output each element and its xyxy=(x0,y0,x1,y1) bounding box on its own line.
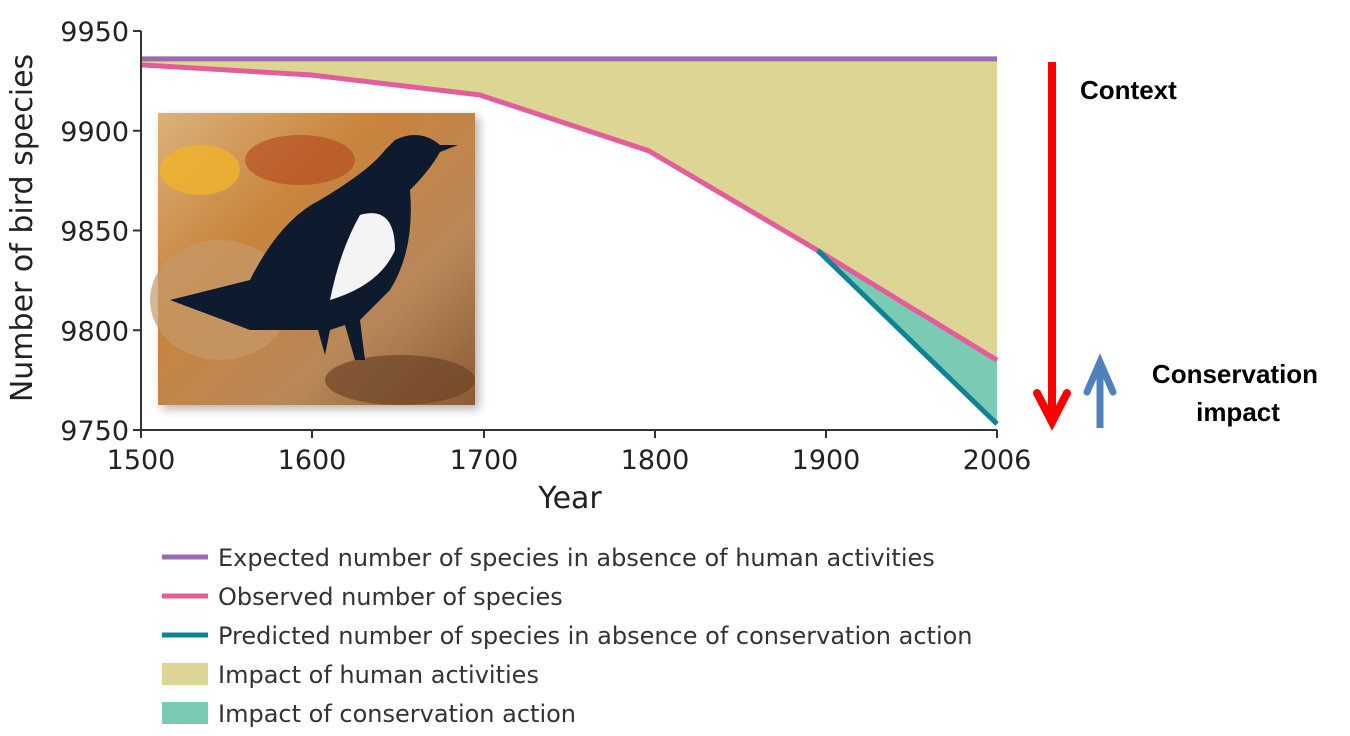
x-tick-label: 2006 xyxy=(963,445,1032,476)
x-tick-label: 1700 xyxy=(450,445,519,476)
x-tick-label: 1500 xyxy=(107,445,176,476)
context-arrow-head-icon xyxy=(1033,389,1071,431)
legend-label: Impact of human activities xyxy=(218,661,539,689)
legend-label: Predicted number of species in absence o… xyxy=(218,622,973,650)
legend-swatch xyxy=(162,663,208,685)
legend-label: Impact of conservation action xyxy=(218,700,576,728)
y-tick-label: 9900 xyxy=(60,117,129,148)
x-axis-label: Year xyxy=(537,481,602,516)
area-impact-of-human-activities xyxy=(141,58,997,361)
y-tick-label: 9950 xyxy=(60,17,129,48)
annotations: Context Conservation impact xyxy=(1033,62,1318,431)
y-tick-label: 9800 xyxy=(60,316,129,347)
conservation-label-line2: impact xyxy=(1196,397,1280,427)
line-observed xyxy=(140,62,999,363)
legend-label: Expected number of species in absence of… xyxy=(218,544,935,572)
conservation-label-line1: Conservation xyxy=(1152,359,1318,389)
y-tick-label: 9850 xyxy=(60,217,129,248)
bird-silhouette xyxy=(170,135,458,360)
line-predicted xyxy=(815,248,999,426)
conservation-arrow-head-icon xyxy=(1083,353,1117,396)
bird-photo xyxy=(150,113,475,405)
x-tick-label: 1900 xyxy=(792,445,861,476)
legend-label: Observed number of species xyxy=(218,583,563,611)
x-tick-label: 1600 xyxy=(278,445,347,476)
context-label: Context xyxy=(1080,75,1177,105)
y-axis-label: Number of bird species xyxy=(5,54,40,402)
legend: Expected number of species in absence of… xyxy=(162,544,973,728)
y-tick-label: 9750 xyxy=(60,416,129,447)
x-tick-label: 1800 xyxy=(621,445,690,476)
legend-swatch xyxy=(162,702,208,724)
